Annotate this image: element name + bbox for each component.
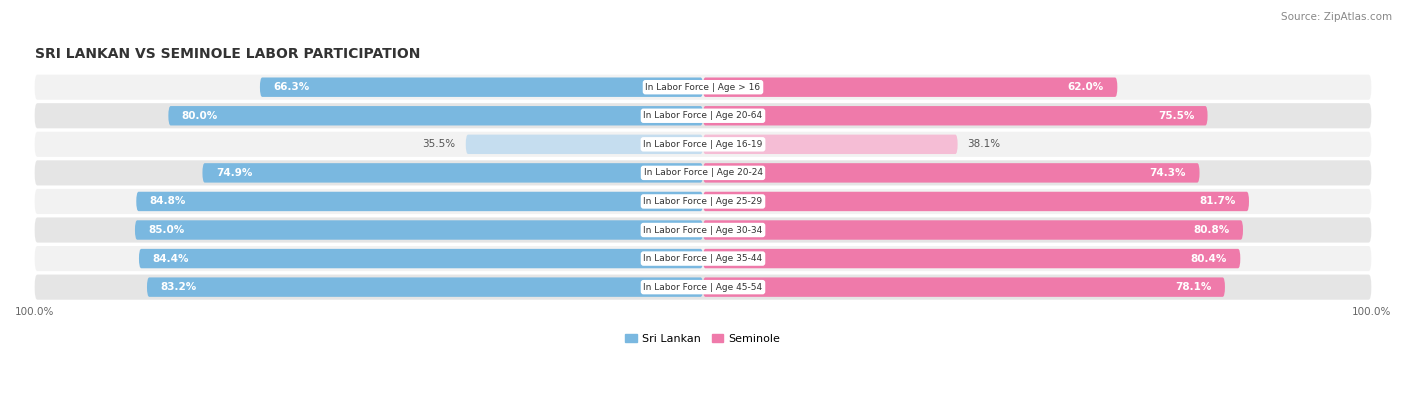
Text: In Labor Force | Age 20-24: In Labor Force | Age 20-24 — [644, 168, 762, 177]
Text: 62.0%: 62.0% — [1067, 82, 1104, 92]
Text: 84.8%: 84.8% — [149, 196, 186, 207]
Text: 66.3%: 66.3% — [273, 82, 309, 92]
FancyBboxPatch shape — [202, 163, 703, 182]
Text: 75.5%: 75.5% — [1157, 111, 1194, 121]
FancyBboxPatch shape — [35, 132, 1371, 157]
Text: 81.7%: 81.7% — [1199, 196, 1236, 207]
FancyBboxPatch shape — [148, 277, 703, 297]
FancyBboxPatch shape — [135, 220, 703, 240]
FancyBboxPatch shape — [35, 217, 1371, 243]
Text: Source: ZipAtlas.com: Source: ZipAtlas.com — [1281, 12, 1392, 22]
Text: 83.2%: 83.2% — [160, 282, 197, 292]
Text: In Labor Force | Age > 16: In Labor Force | Age > 16 — [645, 83, 761, 92]
FancyBboxPatch shape — [35, 75, 1371, 100]
FancyBboxPatch shape — [169, 106, 703, 126]
Text: SRI LANKAN VS SEMINOLE LABOR PARTICIPATION: SRI LANKAN VS SEMINOLE LABOR PARTICIPATI… — [35, 47, 420, 60]
FancyBboxPatch shape — [139, 249, 703, 268]
Text: 80.8%: 80.8% — [1194, 225, 1230, 235]
FancyBboxPatch shape — [703, 135, 957, 154]
Text: 74.9%: 74.9% — [215, 168, 252, 178]
Text: In Labor Force | Age 30-34: In Labor Force | Age 30-34 — [644, 226, 762, 235]
Text: 84.4%: 84.4% — [152, 254, 188, 263]
Text: In Labor Force | Age 35-44: In Labor Force | Age 35-44 — [644, 254, 762, 263]
Text: 38.1%: 38.1% — [967, 139, 1001, 149]
Text: In Labor Force | Age 20-64: In Labor Force | Age 20-64 — [644, 111, 762, 120]
FancyBboxPatch shape — [703, 249, 1240, 268]
Text: 78.1%: 78.1% — [1175, 282, 1212, 292]
FancyBboxPatch shape — [703, 77, 1118, 97]
FancyBboxPatch shape — [35, 160, 1371, 185]
Text: 74.3%: 74.3% — [1150, 168, 1187, 178]
Text: 80.4%: 80.4% — [1191, 254, 1227, 263]
Text: In Labor Force | Age 16-19: In Labor Force | Age 16-19 — [644, 140, 762, 149]
FancyBboxPatch shape — [35, 103, 1371, 128]
Text: In Labor Force | Age 25-29: In Labor Force | Age 25-29 — [644, 197, 762, 206]
FancyBboxPatch shape — [465, 135, 703, 154]
FancyBboxPatch shape — [136, 192, 703, 211]
FancyBboxPatch shape — [35, 275, 1371, 300]
FancyBboxPatch shape — [260, 77, 703, 97]
Text: In Labor Force | Age 45-54: In Labor Force | Age 45-54 — [644, 283, 762, 292]
FancyBboxPatch shape — [35, 189, 1371, 214]
Text: 85.0%: 85.0% — [148, 225, 184, 235]
Text: 35.5%: 35.5% — [423, 139, 456, 149]
Legend: Sri Lankan, Seminole: Sri Lankan, Seminole — [621, 329, 785, 348]
FancyBboxPatch shape — [703, 192, 1249, 211]
FancyBboxPatch shape — [703, 220, 1243, 240]
FancyBboxPatch shape — [703, 163, 1199, 182]
FancyBboxPatch shape — [703, 106, 1208, 126]
Text: 80.0%: 80.0% — [181, 111, 218, 121]
FancyBboxPatch shape — [703, 277, 1225, 297]
FancyBboxPatch shape — [35, 246, 1371, 271]
